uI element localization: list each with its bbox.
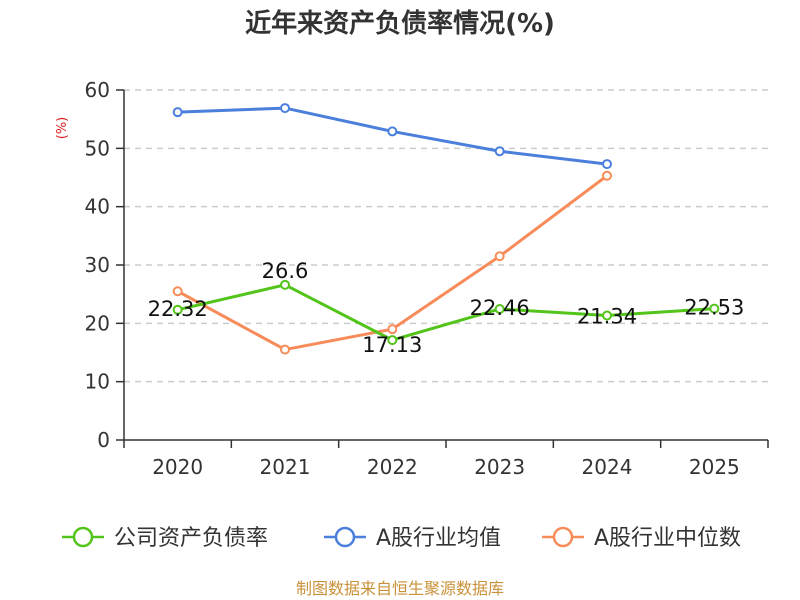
data-point[interactable] bbox=[387, 126, 398, 137]
data-label: 22.53 bbox=[684, 296, 744, 320]
data-label: 22.32 bbox=[148, 297, 208, 321]
x-tick-label: 2023 bbox=[474, 455, 525, 479]
data-point[interactable] bbox=[494, 251, 505, 262]
series-lines bbox=[172, 103, 720, 355]
data-label: 21.34 bbox=[577, 305, 637, 329]
data-point[interactable] bbox=[602, 159, 612, 170]
series-line-0 bbox=[177, 283, 715, 342]
data-labels: 22.32 26.6 17.13 22.46 21.34 22.53 bbox=[148, 259, 745, 357]
x-tick-label: 2022 bbox=[367, 455, 418, 479]
data-point[interactable] bbox=[172, 304, 183, 315]
data-point[interactable] bbox=[387, 335, 398, 346]
y-axis-unit-label: (%) bbox=[55, 117, 70, 140]
data-label: 22.46 bbox=[470, 296, 530, 320]
legend-label: 公司资产负债率 bbox=[114, 526, 268, 551]
legend-marker bbox=[334, 526, 356, 548]
x-tick-label: 2024 bbox=[582, 455, 633, 479]
y-tick-label: 50 bbox=[85, 136, 110, 160]
data-point[interactable] bbox=[280, 279, 290, 290]
legend-item[interactable]: A股行业均值 bbox=[324, 526, 501, 551]
x-tick-label: 2021 bbox=[260, 455, 311, 479]
legend[interactable]: 公司资产负债率 A股行业均值 A股行业中位数 bbox=[62, 526, 741, 551]
data-point[interactable] bbox=[602, 170, 612, 181]
y-tick-label: 0 bbox=[97, 428, 110, 452]
y-tick-label: 60 bbox=[85, 78, 110, 102]
y-tick-label: 10 bbox=[85, 370, 110, 394]
source-note: 制图数据来自恒生聚源数据库 bbox=[296, 579, 504, 598]
data-point[interactable] bbox=[280, 344, 290, 355]
data-point[interactable] bbox=[602, 310, 612, 321]
x-tick-label: 2020 bbox=[152, 455, 203, 479]
data-point[interactable] bbox=[494, 303, 505, 314]
legend-label: A股行业均值 bbox=[376, 526, 501, 551]
data-point[interactable] bbox=[172, 107, 183, 118]
y-tick-label: 40 bbox=[85, 195, 110, 219]
axes: 0 10 20 30 40 50 60 2020 2021 2022 2023 2024 2025 bbox=[85, 78, 769, 479]
legend-marker bbox=[72, 526, 94, 548]
data-point[interactable] bbox=[172, 286, 183, 297]
legend-item[interactable]: A股行业中位数 bbox=[542, 526, 741, 551]
data-point[interactable] bbox=[387, 324, 398, 335]
legend-item[interactable]: 公司资产负债率 bbox=[62, 526, 268, 551]
x-tick-label: 2025 bbox=[689, 455, 740, 479]
data-point[interactable] bbox=[494, 146, 505, 157]
legend-label: A股行业中位数 bbox=[594, 526, 741, 551]
data-label: 17.13 bbox=[362, 333, 422, 357]
data-point[interactable] bbox=[709, 303, 720, 314]
data-label: 26.6 bbox=[262, 259, 309, 283]
grid-lines bbox=[124, 89, 768, 383]
y-tick-label: 20 bbox=[85, 311, 110, 335]
y-tick-label: 30 bbox=[85, 253, 110, 277]
chart-title: 近年来资产负债率情况(%) bbox=[245, 8, 555, 39]
data-point[interactable] bbox=[280, 103, 290, 114]
legend-marker bbox=[552, 526, 574, 548]
